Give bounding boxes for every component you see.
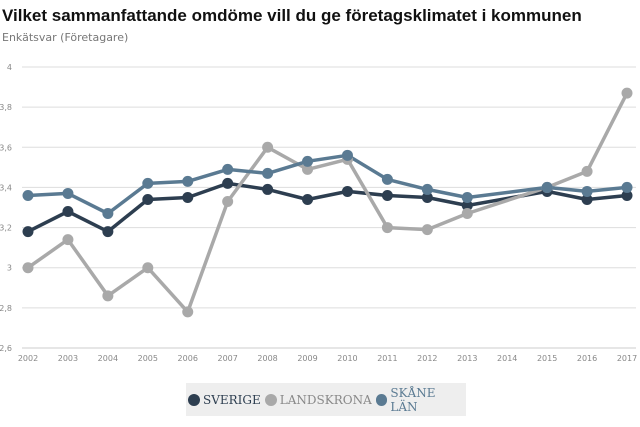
- point-skane-lan[interactable]: [621, 181, 633, 193]
- y-tick-label: 3,6: [0, 143, 12, 152]
- point-landskrona[interactable]: [22, 262, 34, 274]
- legend: SVERIGE LANDSKRONA SKÅNE LÄN: [186, 383, 466, 416]
- legend-marker-landskrona: [264, 393, 277, 406]
- y-tick-label: 3,2: [0, 224, 12, 233]
- chart-title: Vilket sammanfattande omdöme vill du ge …: [2, 6, 582, 25]
- x-tick-label: 2006: [178, 354, 198, 363]
- x-tick-label: 2015: [537, 354, 557, 363]
- x-tick-label: 2002: [18, 354, 38, 363]
- point-sverige[interactable]: [22, 226, 34, 238]
- point-skane-lan[interactable]: [381, 173, 393, 185]
- point-skane-lan[interactable]: [541, 181, 553, 193]
- y-axis: 2,6 2,8 3 3,2 3,4 3,6 3,8 4: [0, 63, 12, 353]
- point-skane-lan[interactable]: [262, 167, 274, 179]
- point-skane-lan[interactable]: [142, 177, 154, 189]
- point-sverige[interactable]: [102, 226, 114, 238]
- point-skane-lan[interactable]: [341, 149, 353, 161]
- point-landskrona[interactable]: [302, 163, 314, 175]
- legend-item-landskrona[interactable]: LANDSKRONA: [264, 392, 372, 407]
- point-skane-lan[interactable]: [62, 187, 74, 199]
- point-landskrona[interactable]: [581, 165, 593, 177]
- point-sverige[interactable]: [182, 191, 194, 203]
- point-skane-lan[interactable]: [22, 189, 34, 201]
- point-skane-lan[interactable]: [182, 175, 194, 187]
- chart-subtitle: Enkätsvar (Företagare): [2, 31, 129, 44]
- point-landskrona[interactable]: [102, 290, 114, 302]
- point-sverige[interactable]: [341, 185, 353, 197]
- point-skane-lan[interactable]: [461, 191, 473, 203]
- x-tick-label: 2005: [138, 354, 158, 363]
- point-skane-lan[interactable]: [421, 183, 433, 195]
- x-tick-label: 2007: [217, 354, 237, 363]
- y-tick-label: 2,8: [0, 304, 12, 313]
- line-chart: 2,62,833,23,43,63,84 2002 2003 2004 2005 200…: [0, 63, 637, 363]
- x-tick-label: 2010: [337, 354, 357, 363]
- point-skane-lan[interactable]: [581, 185, 593, 197]
- legend-marker-skane-lan: [375, 393, 388, 406]
- point-sverige[interactable]: [621, 189, 633, 201]
- grid-lines: [22, 66, 636, 349]
- y-tick-label: 2,6: [0, 344, 12, 353]
- point-sverige[interactable]: [461, 199, 473, 211]
- series-line-landskrona: [26, 91, 629, 314]
- y-tick-label: 3,4: [0, 183, 12, 192]
- point-landskrona[interactable]: [62, 234, 74, 246]
- point-landskrona[interactable]: [621, 87, 633, 99]
- point-landskrona[interactable]: [262, 141, 274, 153]
- legend-label-skane-lan: SKÅNE LÄN: [390, 385, 436, 414]
- point-sverige[interactable]: [421, 191, 433, 203]
- x-tick-label: 2003: [58, 354, 78, 363]
- point-sverige[interactable]: [62, 206, 74, 218]
- point-landskrona[interactable]: [182, 306, 194, 318]
- point-sverige[interactable]: [222, 177, 234, 189]
- legend-label-sverige: SVERIGE: [203, 392, 261, 407]
- series-lines: [26, 91, 629, 314]
- x-tick-label: 2017: [617, 354, 637, 363]
- y-tick-label: 4: [7, 63, 12, 72]
- point-skane-lan[interactable]: [102, 208, 114, 220]
- x-tick-label: 2013: [457, 354, 477, 363]
- y-tick-label: 3,8: [0, 103, 12, 112]
- point-sverige[interactable]: [302, 193, 314, 205]
- point-landskrona[interactable]: [142, 262, 154, 274]
- point-sverige[interactable]: [381, 189, 393, 201]
- x-tick-label: 2008: [257, 354, 277, 363]
- point-sverige[interactable]: [142, 193, 154, 205]
- x-tick-label: 2016: [577, 354, 597, 363]
- x-tick-label: 2012: [417, 354, 437, 363]
- point-skane-lan[interactable]: [302, 155, 314, 167]
- point-sverige[interactable]: [581, 193, 593, 205]
- legend-marker-sverige: [188, 393, 200, 406]
- point-landskrona[interactable]: [461, 208, 473, 220]
- x-tick-label: 2011: [377, 354, 397, 363]
- x-tick-label: 2014: [497, 354, 517, 363]
- y-tick-label: 3: [7, 264, 12, 273]
- legend-item-skane-lan[interactable]: SKÅNE LÄN: [375, 385, 464, 414]
- x-tick-label: 2009: [297, 354, 317, 363]
- point-skane-lan[interactable]: [222, 163, 234, 175]
- x-tick-label: 2004: [98, 354, 118, 363]
- point-landskrona[interactable]: [421, 224, 433, 236]
- series-points: [22, 87, 633, 318]
- legend-label-landskrona: LANDSKRONA: [279, 392, 372, 407]
- x-axis: 2002 2003 2004 2005 2006 2007 2008 2009 2010 2011…: [18, 354, 637, 363]
- legend-item-sverige[interactable]: SVERIGE: [188, 393, 261, 407]
- point-sverige[interactable]: [262, 183, 274, 195]
- point-landskrona[interactable]: [222, 195, 234, 207]
- point-landskrona[interactable]: [381, 222, 393, 234]
